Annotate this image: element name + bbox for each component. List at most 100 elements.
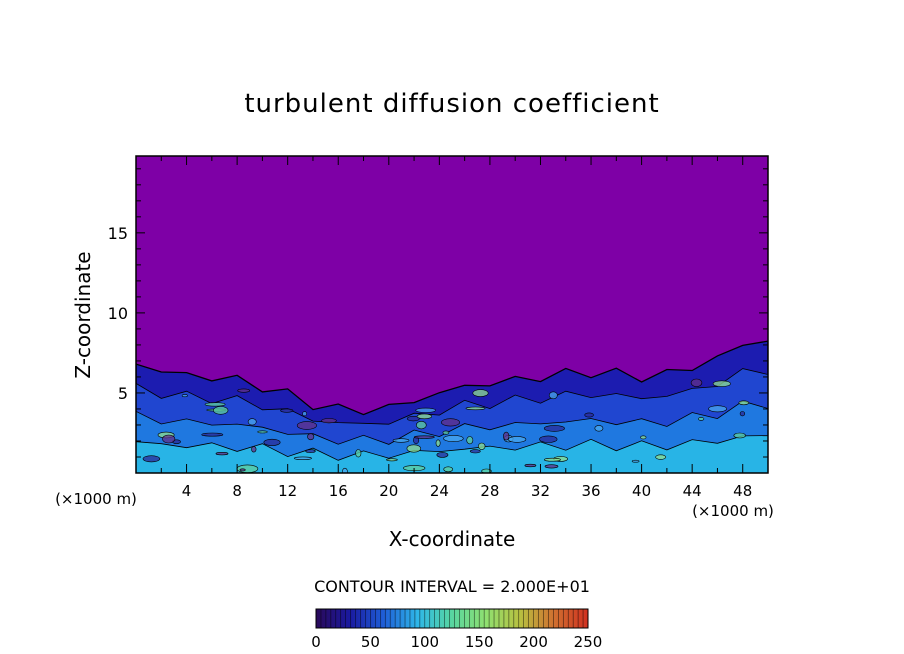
contour-eddy <box>443 434 464 442</box>
colorbar-stripes <box>320 609 584 628</box>
contour-eddy <box>321 418 337 424</box>
contour-eddy <box>640 435 647 440</box>
y-axis-label: Z-coordinate <box>71 251 95 378</box>
contour-eddy <box>142 455 161 463</box>
contour-eddy <box>539 435 558 443</box>
contour-eddy <box>443 466 454 473</box>
colorbar-tick-label: 100 <box>410 633 439 651</box>
x-tick-label: 12 <box>278 482 297 500</box>
contour-eddy <box>215 452 229 456</box>
x-tick-label: 28 <box>480 482 499 500</box>
colorbar-fill <box>316 609 588 628</box>
contour-eddy <box>481 468 492 473</box>
contour-eddy <box>697 417 705 421</box>
contour-eddy <box>739 411 746 417</box>
contour-eddy <box>712 380 731 387</box>
y-tick-label: 15 <box>108 224 128 243</box>
contour-eddy <box>204 402 226 407</box>
contour-eddy <box>465 406 486 411</box>
contour-eddies <box>142 378 750 473</box>
contour-eddy <box>386 458 398 462</box>
contour-eddy <box>239 468 246 472</box>
contour-eddy <box>302 411 307 417</box>
x-unit-right: (×1000 m) <box>692 502 774 520</box>
x-tick-label: 8 <box>232 482 242 500</box>
contour-eddy <box>296 421 317 430</box>
x-tick-label: 48 <box>733 482 752 500</box>
y-ticks: 5 10 15 <box>108 168 768 458</box>
contour-eddy <box>503 431 510 441</box>
colorbar-frame <box>315 608 589 629</box>
contour-eddy <box>466 436 474 445</box>
contour-eddy <box>415 421 427 430</box>
contour-eddy <box>544 457 561 462</box>
contour-eddy <box>584 412 594 418</box>
contour-eddy <box>442 430 450 435</box>
contour-eddy <box>469 449 481 454</box>
x-tick-label: 24 <box>430 482 449 500</box>
contour-eddy <box>415 407 437 413</box>
contour-eddy <box>162 434 176 444</box>
x-tick-label: 36 <box>581 482 600 500</box>
contour-eddy <box>435 439 441 447</box>
contour-eddy <box>631 459 640 463</box>
contour-eddy <box>305 449 316 453</box>
contour-eddy <box>543 425 565 432</box>
contour-eddy <box>416 413 433 420</box>
contour-eddy <box>392 438 410 443</box>
y-tick-label: 5 <box>118 384 128 403</box>
contour-eddy <box>690 378 703 387</box>
contour-eddy <box>413 435 435 439</box>
contour-eddy <box>280 408 294 413</box>
contour-eddy <box>247 418 257 426</box>
contour-eddy <box>655 454 667 460</box>
contour-eddy <box>472 389 489 397</box>
colorbar-tick-label: 200 <box>519 633 548 651</box>
x-tick-label: 16 <box>329 482 348 500</box>
x-unit-left: (×1000 m) <box>55 490 137 508</box>
contour-eddy <box>257 430 268 434</box>
contour-eddy <box>213 406 229 415</box>
contour-eddy <box>251 446 257 453</box>
contour-eddy <box>263 438 281 446</box>
x-tick-label: 32 <box>531 482 550 500</box>
colorbar-tick-label: 250 <box>574 633 603 651</box>
contour-eddy <box>342 467 348 473</box>
x-tick-label: 44 <box>683 482 702 500</box>
chart-title: turbulent diffusion coefficient <box>244 89 659 119</box>
colorbar-tick-label: 50 <box>361 633 380 651</box>
colorbar-ticks: 0 50 100 150 200 250 <box>311 633 602 651</box>
contour-eddy <box>544 464 559 469</box>
contour-eddy <box>594 425 604 432</box>
contour-eddy <box>524 463 537 468</box>
contour-eddy <box>237 388 250 393</box>
contour-interval-label: CONTOUR INTERVAL = 2.000E+01 <box>314 577 590 596</box>
x-tick-label: 40 <box>632 482 651 500</box>
contour-eddy <box>181 394 188 398</box>
contour-eddy <box>293 456 312 460</box>
contour-eddy <box>436 452 449 458</box>
contour-eddy <box>548 391 558 400</box>
x-tick-label: 4 <box>182 482 192 500</box>
contour-eddy <box>738 400 750 406</box>
contour-eddy <box>201 432 224 437</box>
contour-eddy <box>507 436 527 443</box>
contour-eddy <box>355 449 362 458</box>
turbulence-field <box>136 340 768 473</box>
contour-eddy <box>708 405 728 413</box>
y-tick-label: 10 <box>108 304 128 323</box>
plot-frame <box>135 155 769 474</box>
contour-eddy <box>307 433 315 441</box>
colorbar: 0 50 100 150 200 250 <box>311 608 602 651</box>
colorbar-tick-label: 0 <box>311 633 321 651</box>
contour-eddy <box>406 444 421 453</box>
contour-eddy <box>478 442 486 450</box>
contour-eddy <box>733 432 746 439</box>
colorbar-tick-label: 150 <box>465 633 494 651</box>
contour-eddy <box>441 418 460 427</box>
x-ticks: 4 8 12 16 20 24 28 32 36 40 44 48 <box>160 156 769 500</box>
contour-eddy <box>236 464 259 473</box>
x-tick-label: 20 <box>379 482 398 500</box>
